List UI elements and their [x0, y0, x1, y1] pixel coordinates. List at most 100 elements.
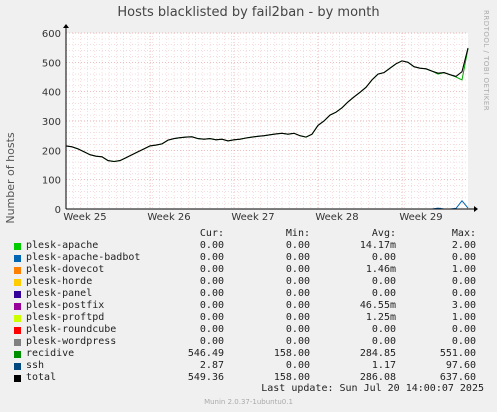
- legend-avg-value: 0.00: [371, 276, 396, 287]
- legend-min-value: 0.00: [285, 312, 310, 323]
- legend-min-value: 0.00: [285, 300, 310, 311]
- legend-cur-value: 0.00: [199, 336, 224, 347]
- legend-avg-value: 0.00: [371, 252, 396, 263]
- legend-rows: plesk-apache 0.00 0.00 14.17m 2.00 plesk-apac…: [14, 240, 484, 384]
- legend-swatch: [14, 291, 21, 298]
- munin-version: Munin 2.0.37-1ubuntu0.1: [204, 398, 293, 406]
- y-tick-label: 300: [42, 117, 61, 128]
- y-tick-label: 100: [42, 176, 61, 187]
- series-line-total: [65, 47, 469, 163]
- legend-max-value: 1.00: [451, 312, 476, 323]
- legend-header-max: Max:: [451, 228, 476, 239]
- legend-swatch: [14, 303, 21, 310]
- legend-swatch: [14, 375, 21, 382]
- legend-min-value: 0.00: [285, 288, 310, 299]
- legend-avg-value: 286.08: [359, 372, 396, 383]
- legend-max-value: 551.00: [439, 348, 476, 359]
- legend-series-name: recidive: [26, 348, 75, 359]
- legend-max-value: 0.00: [451, 276, 476, 287]
- y-axis-ticks: 0 100 200 300 400 500 600: [42, 29, 468, 216]
- legend-min-value: 0.00: [285, 336, 310, 347]
- legend-swatch: [14, 279, 21, 286]
- legend-max-value: 0.00: [451, 324, 476, 335]
- legend-series-name: plesk-postfix: [26, 300, 105, 311]
- legend-cur-value: 2.87: [199, 360, 224, 371]
- y-tick-label: 500: [42, 58, 61, 69]
- legend-row-plesk-postfix: plesk-postfix 0.00 0.00 46.55m 3.00: [14, 300, 484, 312]
- legend-avg-value: 1.25m: [365, 312, 396, 323]
- last-update: Last update: Sun Jul 20 14:00:07 2025: [261, 383, 484, 394]
- legend-series-name: plesk-dovecot: [26, 264, 105, 275]
- legend-min-value: 0.00: [285, 240, 310, 251]
- legend-avg-value: 1.17: [371, 360, 396, 371]
- legend-row-ssh: ssh 2.87 0.00 1.17 97.60: [14, 360, 484, 372]
- y-tick-label: 400: [42, 88, 61, 99]
- rrdtool-credit: RRDTOOL / TOBI OETIKER: [482, 10, 490, 112]
- legend-avg-value: 0.00: [371, 324, 396, 335]
- legend-header-avg: Avg:: [371, 228, 396, 239]
- legend-swatch: [14, 243, 21, 250]
- legend-min-value: 0.00: [285, 324, 310, 335]
- legend-max-value: 97.60: [445, 360, 476, 371]
- legend-avg-value: 0.00: [371, 288, 396, 299]
- legend-max-value: 2.00: [451, 240, 476, 251]
- chart-title: Hosts blacklisted by fail2ban - by month: [117, 5, 380, 20]
- legend-row-recidive: recidive 546.49 158.00 284.85 551.00: [14, 348, 484, 360]
- legend-max-value: 3.00: [451, 300, 476, 311]
- legend-swatch: [14, 315, 21, 322]
- legend-series-name: plesk-roundcube: [26, 324, 117, 335]
- legend-cur-value: 0.00: [199, 240, 224, 251]
- x-tick-label: Week 28: [315, 212, 358, 223]
- y-tick-label: 600: [42, 29, 61, 40]
- legend-avg-value: 14.17m: [359, 240, 396, 251]
- legend-row-plesk-wordpress: plesk-wordpress 0.00 0.00 0.00 0.00: [14, 336, 484, 348]
- legend-swatch: [14, 327, 21, 334]
- x-tick-label: Week 29: [399, 212, 442, 223]
- legend-min-value: 0.00: [285, 264, 310, 275]
- x-tick-label: Week 25: [63, 212, 106, 223]
- legend-max-value: 0.00: [451, 288, 476, 299]
- legend-avg-value: 1.46m: [365, 264, 396, 275]
- legend-series-name: ssh: [26, 360, 45, 371]
- legend-header-cur: Cur:: [199, 228, 224, 239]
- legend-row-plesk-apache-badbot: plesk-apache-badbot 0.00 0.00 0.00 0.00: [14, 252, 484, 264]
- y-axis-arrow: [63, 24, 69, 28]
- legend-swatch: [14, 351, 21, 358]
- legend-avg-value: 284.85: [359, 348, 396, 359]
- legend-min-value: 0.00: [285, 252, 310, 263]
- legend-series-name: plesk-horde: [26, 276, 93, 287]
- legend-cur-value: 0.00: [199, 288, 224, 299]
- legend-swatch: [14, 267, 21, 274]
- legend: Cur: Min: Avg: Max: plesk-apache 0.00 0.00…: [14, 228, 484, 384]
- legend-row-plesk-horde: plesk-horde 0.00 0.00 0.00 0.00: [14, 276, 484, 288]
- legend-max-value: 1.00: [451, 264, 476, 275]
- legend-row-plesk-panel: plesk-panel 0.00 0.00 0.00 0.00: [14, 288, 484, 300]
- legend-swatch: [14, 255, 21, 262]
- legend-min-value: 0.00: [285, 276, 310, 287]
- legend-cur-value: 0.00: [199, 324, 224, 335]
- legend-cur-value: 0.00: [199, 252, 224, 263]
- legend-series-name: plesk-panel: [26, 288, 93, 299]
- legend-cur-value: 546.49: [187, 348, 224, 359]
- legend-series-name: plesk-apache: [26, 240, 99, 251]
- x-axis-arrow: [474, 206, 478, 212]
- legend-min-value: 158.00: [273, 348, 310, 359]
- chart-plot: 0 100 200 300 400 500 600 Week 25 Week 26 Week 2…: [42, 24, 478, 223]
- legend-header-min: Min:: [285, 228, 310, 239]
- legend-row-plesk-roundcube: plesk-roundcube 0.00 0.00 0.00 0.00: [14, 324, 484, 336]
- legend-row-plesk-apache: plesk-apache 0.00 0.00 14.17m 2.00: [14, 240, 484, 252]
- x-tick-label: Week 26: [147, 212, 190, 223]
- legend-min-value: 158.00: [273, 372, 310, 383]
- legend-avg-value: 0.00: [371, 336, 396, 347]
- y-tick-label: 0: [55, 205, 61, 216]
- y-tick-label: 200: [42, 146, 61, 157]
- legend-series-name: plesk-wordpress: [26, 336, 117, 347]
- legend-series-name: plesk-proftpd: [26, 312, 105, 323]
- x-tick-label: Week 27: [231, 212, 274, 223]
- legend-row-plesk-proftpd: plesk-proftpd 0.00 0.00 1.25m 1.00: [14, 312, 484, 324]
- legend-max-value: 637.60: [439, 372, 476, 383]
- legend-cur-value: 0.00: [199, 300, 224, 311]
- legend-row-total: total 549.36 158.00 286.08 637.60: [14, 372, 484, 384]
- legend-max-value: 0.00: [451, 252, 476, 263]
- legend-avg-value: 46.55m: [359, 300, 396, 311]
